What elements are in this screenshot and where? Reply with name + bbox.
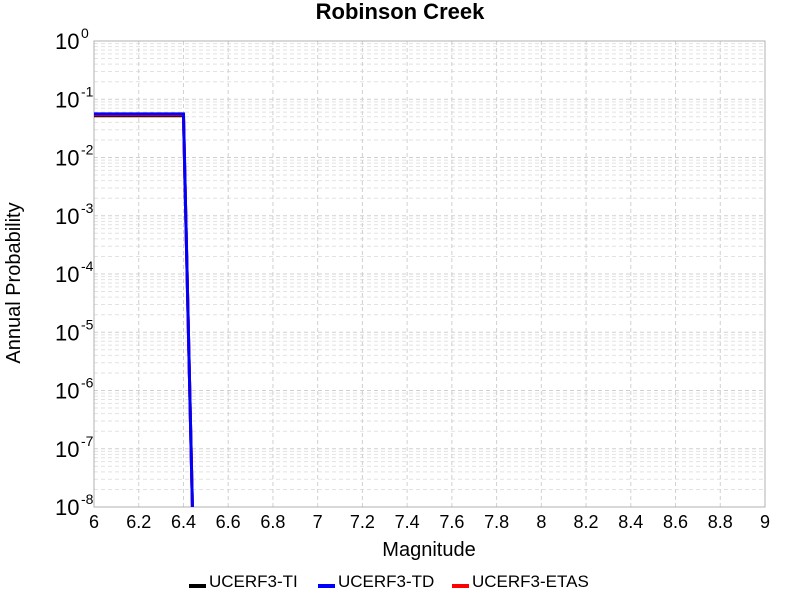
- y-tick-label: 10: [55, 379, 79, 404]
- x-tick-label: 7.8: [484, 512, 509, 532]
- y-tick-label: 10: [55, 495, 79, 520]
- y-tick-exponent: -5: [81, 316, 94, 332]
- y-tick-label: 10: [55, 437, 79, 462]
- chart-title: Robinson Creek: [316, 0, 485, 24]
- x-axis-label: Magnitude: [382, 539, 475, 561]
- x-tick-label: 8.8: [708, 512, 733, 532]
- y-tick-label: 10: [55, 204, 79, 229]
- series-line: UCERF3-ETAS: [94, 113, 194, 507]
- legend: UCERF3-TI UCERF3-TD UCERF3-ETAS: [189, 572, 589, 591]
- y-tick-label: 10: [55, 320, 79, 345]
- x-tick-label: 6.4: [171, 512, 196, 532]
- y-tick-label: 10: [55, 29, 79, 54]
- x-tick-label: 7.4: [395, 512, 420, 532]
- y-tick-exponent: -6: [81, 375, 94, 391]
- grid: [93, 40, 766, 508]
- y-tick-exponent: -4: [81, 258, 94, 274]
- legend-label: UCERF3-TD: [338, 572, 434, 591]
- x-tick-label: 8: [536, 512, 546, 532]
- x-tick-label: 9: [760, 512, 770, 532]
- y-tick-exponent: -3: [81, 200, 94, 216]
- y-tick-label: 10: [55, 146, 79, 171]
- y-tick-exponent: -8: [81, 491, 94, 507]
- x-tick-label: 8.4: [618, 512, 643, 532]
- x-tick-label: 7.6: [439, 512, 464, 532]
- y-axis-label: Annual Probability: [3, 202, 25, 363]
- legend-label: UCERF3-ETAS: [472, 572, 589, 591]
- y-tick-label: 10: [55, 262, 79, 287]
- y-tick-exponent: -7: [81, 433, 94, 449]
- y-tick-exponent: -2: [81, 142, 94, 158]
- x-tick-label: 6.2: [126, 512, 151, 532]
- x-tick-label: 8.6: [663, 512, 688, 532]
- x-tick-label: 7.2: [350, 512, 375, 532]
- y-tick-exponent: 0: [81, 25, 89, 41]
- y-tick-exponent: -1: [81, 83, 94, 99]
- x-tick-label: 8.2: [574, 512, 599, 532]
- plot-area: [93, 40, 766, 508]
- x-tick-labels: 6 6.2 6.4 6.6 6.8 7 7.2 7.4 7.6 7.8 8 8.2 8.4 8.6 8.8 9: [89, 512, 770, 532]
- x-tick-label: 6.8: [260, 512, 285, 532]
- legend-label: UCERF3-TI: [209, 572, 298, 591]
- x-tick-label: 7: [313, 512, 323, 532]
- y-tick-label: 10: [55, 87, 79, 112]
- x-tick-label: 6.6: [216, 512, 241, 532]
- x-tick-label: 6: [89, 512, 99, 532]
- series-line: UCERF3-TD: [94, 112, 194, 507]
